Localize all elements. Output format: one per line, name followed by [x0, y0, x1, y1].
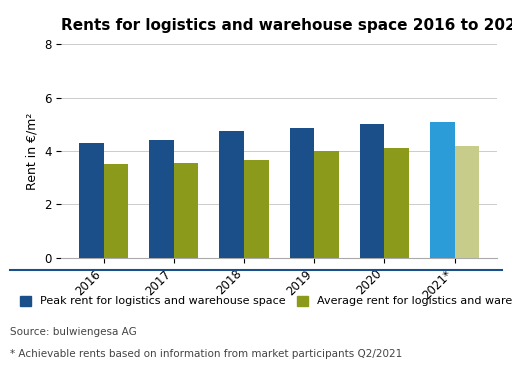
Bar — [314, 151, 339, 258]
Bar — [79, 143, 103, 258]
Bar — [430, 121, 455, 258]
Bar — [149, 140, 174, 258]
Bar — [290, 128, 314, 258]
Bar — [219, 131, 244, 258]
Bar — [360, 124, 385, 258]
Text: * Achievable rents based on information from market participants Q2/2021: * Achievable rents based on information … — [10, 349, 402, 359]
Legend: Peak rent for logistics and warehouse space, Average rent for logistics and ware: Peak rent for logistics and warehouse sp… — [16, 291, 512, 311]
Text: Rents for logistics and warehouse space 2016 to 2021: Rents for logistics and warehouse space … — [61, 18, 512, 33]
Bar — [244, 160, 268, 258]
Bar — [174, 163, 198, 258]
Bar — [103, 164, 128, 258]
Text: Source: bulwiengesa AG: Source: bulwiengesa AG — [10, 327, 137, 337]
Y-axis label: Rent in €/m²: Rent in €/m² — [26, 112, 39, 190]
Bar — [385, 148, 409, 258]
Bar — [455, 146, 479, 258]
